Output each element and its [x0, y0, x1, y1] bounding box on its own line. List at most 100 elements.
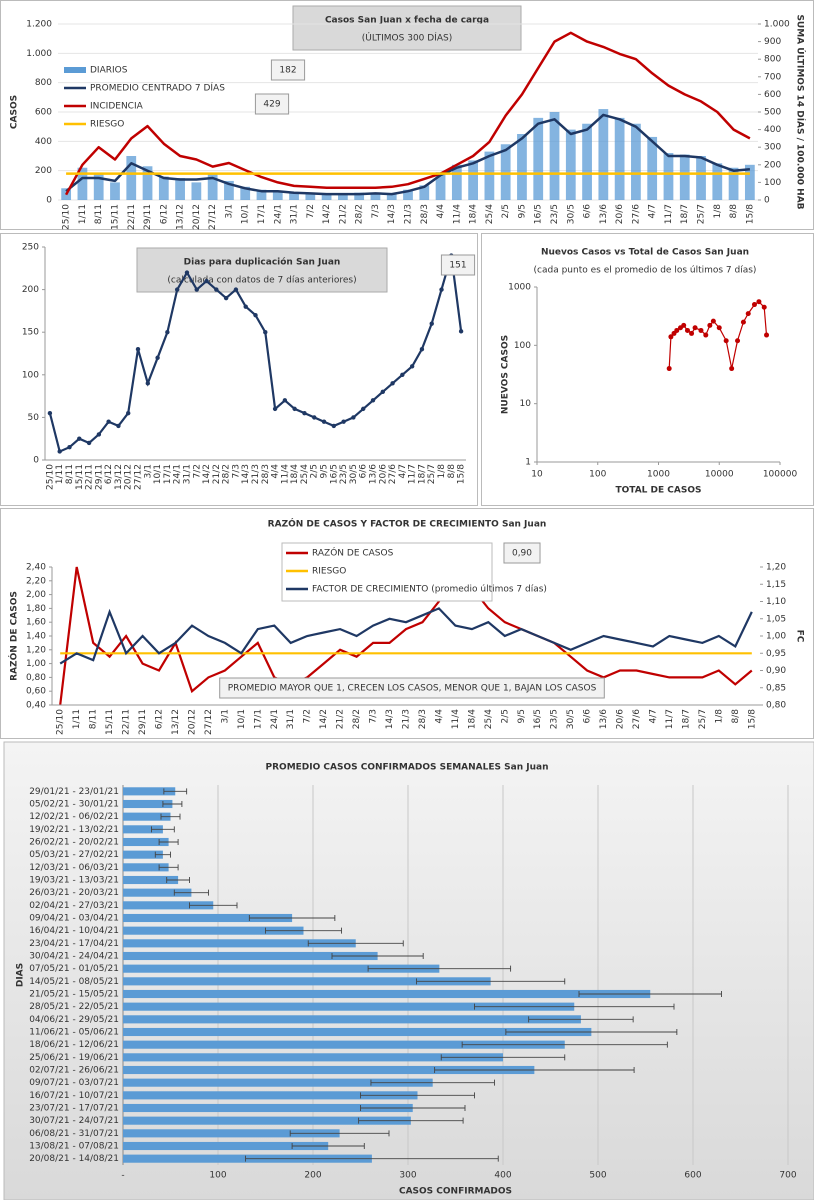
- y2-tick-label: 1,10: [766, 597, 786, 607]
- x-tick-label: 16/5: [329, 464, 339, 484]
- y-tick-label: 50: [28, 413, 40, 423]
- x-tick-label: 14/2: [322, 204, 332, 224]
- x-tick-label: 1/11: [72, 709, 82, 729]
- x-tick-label: 4/7: [398, 464, 408, 478]
- bar: [435, 172, 446, 200]
- point: [668, 334, 674, 340]
- x-tick-label: 15/11: [105, 709, 115, 735]
- bar: [614, 117, 625, 200]
- x-tick-label: 16/5: [533, 709, 543, 729]
- bar: [123, 989, 651, 999]
- legend-label: DIARIOS: [90, 66, 128, 76]
- x-tick-label: 7/3: [371, 204, 381, 218]
- y-tick-label: 05/02/21 - 30/01/21: [29, 800, 119, 810]
- bar: [123, 1002, 575, 1011]
- point: [47, 410, 53, 416]
- x-tick-label: 7/2: [192, 464, 202, 478]
- x-tick-label: 25/10: [62, 204, 72, 230]
- axis-label: SUMA ÚLTIMOS 14 DÍAS / 100.000 HAB: [795, 14, 807, 209]
- y-tick-label: 250: [22, 243, 39, 253]
- x-tick-label: 1000: [647, 470, 670, 480]
- y-tick-label: 0: [33, 456, 39, 466]
- error-bar: [528, 1016, 634, 1023]
- error-bar: [505, 1029, 678, 1035]
- x-tick-label: 24/1: [173, 464, 183, 484]
- x-tick-label: 20/6: [615, 204, 625, 224]
- x-tick-label: 8/11: [94, 204, 104, 224]
- x-tick-label: 13/6: [368, 464, 378, 484]
- point: [439, 287, 444, 292]
- error-bar: [461, 1041, 668, 1048]
- y2-tick-label: 0,90: [766, 666, 786, 676]
- chart-title: PROMEDIO CASOS CONFIRMADOS SEMANALES San…: [266, 763, 549, 773]
- x-tick-label: 21/3: [404, 204, 414, 224]
- x-tick-label: 27/12: [134, 464, 144, 490]
- chart-title: RAZÓN DE CASOS Y FACTOR DE CRECIMIENTO S…: [268, 518, 547, 530]
- x-tick-label: 30/5: [349, 464, 359, 484]
- bar: [517, 134, 527, 200]
- bar: [224, 180, 234, 200]
- error-bar: [248, 915, 336, 921]
- bar: [272, 191, 283, 200]
- y-tick-label: 30/07/21 - 24/07/21: [29, 1116, 119, 1126]
- bar: [305, 194, 316, 200]
- point: [341, 419, 346, 424]
- x-tick-label: 25/10: [56, 709, 66, 735]
- y-tick-label: 200: [35, 166, 52, 176]
- bar: [289, 192, 299, 200]
- bar: [240, 186, 251, 200]
- bar: [123, 1015, 581, 1024]
- bar: [565, 129, 576, 200]
- y-tick-label: 1: [525, 458, 531, 468]
- x-tick-label: 7/3: [231, 464, 241, 478]
- point: [692, 325, 698, 331]
- point: [77, 436, 82, 441]
- x-tick-label: 18/4: [290, 464, 300, 484]
- x-tick-label: 1/8: [713, 204, 723, 219]
- y-tick-label: 100: [22, 370, 39, 380]
- legend-label: INCIDENCIA: [90, 102, 144, 112]
- x-tick-label: 6/12: [155, 709, 165, 729]
- bar: [354, 192, 365, 200]
- y-tick-label: 1,20: [26, 645, 46, 655]
- bar: [598, 109, 609, 200]
- x-tick-label: 10/1: [153, 464, 163, 484]
- point: [106, 419, 111, 424]
- x-tick-label: 14/3: [241, 464, 251, 484]
- annotation: 151: [449, 261, 466, 271]
- y-tick-label: 2,00: [26, 590, 46, 600]
- error-bar: [245, 1155, 499, 1162]
- y-tick-label: 02/04/21 - 27/03/21: [29, 901, 119, 911]
- y-tick-label: 2,20: [26, 576, 46, 586]
- x-tick-label: 21/3: [251, 464, 261, 484]
- chart-subtitle: (cada punto es el promedio de los último…: [534, 266, 757, 276]
- x-tick-label: 27/12: [204, 709, 214, 735]
- point: [761, 304, 767, 310]
- bar: [123, 787, 176, 796]
- y-tick-label: 10: [520, 399, 532, 409]
- x-tick-label: 4/7: [648, 204, 658, 218]
- y-tick-label: 19/03/21 - 13/03/21: [29, 876, 119, 886]
- chart-title: Casos San Juan x fecha de carga: [325, 16, 489, 26]
- x-tick-label: 8/11: [89, 709, 99, 729]
- y-tick-label: 400: [35, 137, 52, 147]
- y-tick-label: 1,40: [26, 632, 46, 642]
- y2-tick-label: 100: [764, 178, 781, 188]
- x-tick-label: 11/4: [280, 464, 290, 484]
- bar: [93, 173, 104, 200]
- x-tick-label: 15/11: [110, 204, 120, 230]
- x-tick-label: 17/1: [163, 464, 173, 484]
- point: [729, 366, 735, 372]
- axis-label: RAZÓN DE CASOS: [8, 591, 20, 681]
- x-tick-label: 10: [531, 470, 543, 480]
- error-bar: [331, 953, 424, 959]
- x-tick-label: 13/12: [171, 709, 181, 735]
- point: [86, 440, 92, 446]
- error-bar: [474, 1003, 675, 1010]
- bar: [549, 112, 560, 200]
- bar: [123, 850, 163, 859]
- point: [689, 330, 695, 336]
- error-bar: [358, 1117, 464, 1124]
- x-tick-label: 4/4: [434, 709, 444, 724]
